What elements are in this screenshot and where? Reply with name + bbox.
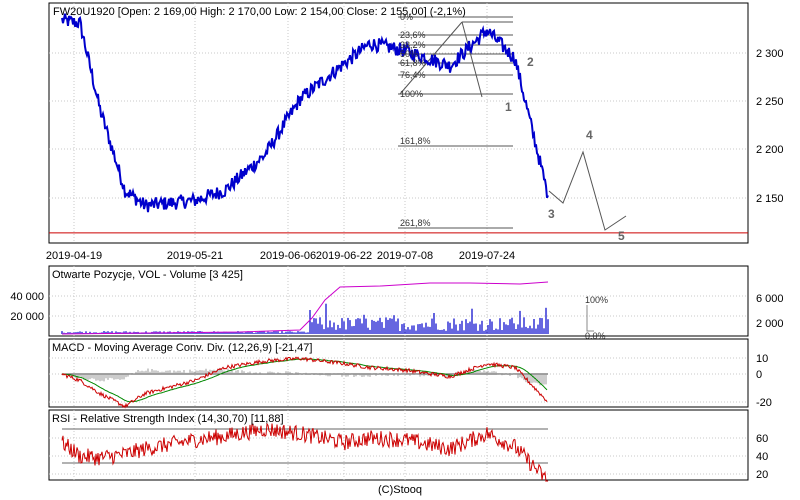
volume-bars bbox=[61, 303, 549, 334]
rsi-series bbox=[61, 422, 549, 482]
volume-right-tick-2000: 2 000 bbox=[756, 318, 784, 330]
price-y-tick-2200: 2 200 bbox=[756, 144, 784, 156]
fib-label-23-6: 23,6% bbox=[400, 30, 426, 40]
x-tick-2019-05-21: 2019-05-21 bbox=[167, 250, 223, 262]
macd-panel-title: MACD - Moving Average Conv. Div. (12,26,… bbox=[52, 342, 312, 354]
open-interest-series bbox=[61, 281, 549, 335]
fib-trend-line bbox=[461, 21, 483, 98]
price-y-tick-2250: 2 250 bbox=[756, 96, 784, 108]
fib-label-100: 100% bbox=[400, 89, 423, 99]
rsi-tick-40: 40 bbox=[756, 451, 768, 463]
fib-label-38-2: 38,2% bbox=[400, 40, 426, 50]
volume-percent-bottom: 0,0% bbox=[585, 331, 606, 341]
wave-label-5: 5 bbox=[618, 229, 625, 243]
elliott-wave-path bbox=[548, 150, 627, 231]
volume-grid bbox=[49, 266, 748, 336]
fib-label-261-8: 261,8% bbox=[400, 218, 431, 228]
x-tick-2019-07-08: 2019-07-08 bbox=[377, 250, 433, 262]
price-series bbox=[61, 13, 549, 213]
macd-tick-minus20: -20 bbox=[756, 397, 772, 409]
macd-series bbox=[61, 356, 548, 409]
price-panel-title: FW20U1920 [Open: 2 169,00 High: 2 170,00… bbox=[53, 6, 466, 18]
wave-label-1: 1 bbox=[505, 100, 512, 114]
footer-credit: (C)Stooq bbox=[377, 484, 423, 496]
rsi-grid bbox=[49, 410, 748, 480]
fib-label-0: 0% bbox=[400, 12, 413, 22]
x-tick-2019-06-22: 2019-06-22 bbox=[316, 250, 372, 262]
macd-tick-0: 0 bbox=[756, 369, 762, 381]
x-tick-2019-07-24: 2019-07-24 bbox=[459, 250, 515, 262]
price-grid bbox=[49, 3, 748, 243]
volume-left-tick-40000: 40 000 bbox=[10, 291, 44, 303]
price-y-tick-2150: 2 150 bbox=[756, 193, 784, 205]
wave-label-4: 4 bbox=[586, 128, 593, 142]
rsi-tick-20: 20 bbox=[756, 469, 768, 481]
volume-right-tick-6000: 6 000 bbox=[756, 293, 784, 305]
wave-label-2: 2 bbox=[527, 55, 534, 69]
fib-label-161-8: 161,8% bbox=[400, 136, 431, 146]
elliott-wave-projection bbox=[548, 150, 627, 231]
x-tick-2019-06-06: 2019-06-06 bbox=[260, 250, 316, 262]
x-tick-2019-04-19: 2019-04-19 bbox=[46, 250, 102, 262]
fib-label-76-4: 76,4% bbox=[400, 70, 426, 80]
rsi-tick-60: 60 bbox=[756, 433, 768, 445]
volume-left-tick-20000: 20 000 bbox=[10, 311, 44, 323]
volume-panel-title: Otwarte Pozycje, VOL - Volume [3 425] bbox=[52, 269, 243, 281]
percent-scale-bracket bbox=[586, 305, 594, 332]
macd-tick-10: 10 bbox=[756, 353, 768, 365]
price-y-tick-2300: 2 300 bbox=[756, 48, 784, 60]
volume-percent-top: 100% bbox=[585, 295, 608, 305]
rsi-panel-title: RSI - Relative Strength Index (14,30,70)… bbox=[52, 413, 284, 425]
fib-label-50: 50% bbox=[400, 49, 418, 59]
fib-label-61-8: 61,8% bbox=[400, 58, 426, 68]
wave-label-3: 3 bbox=[548, 207, 555, 221]
